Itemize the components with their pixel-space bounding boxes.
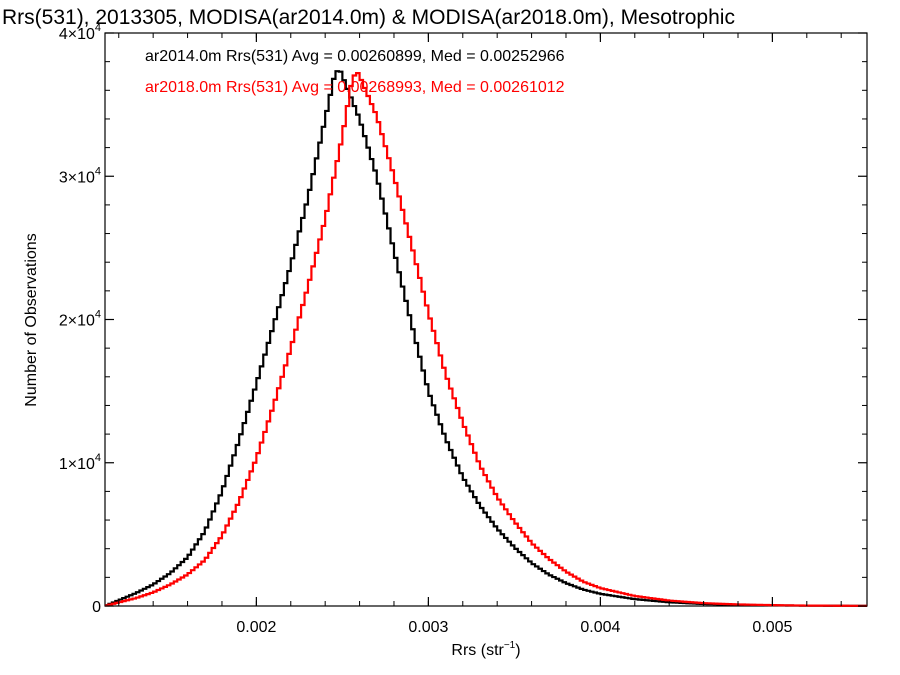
legend-entry-ar2014: ar2014.0m Rrs(531) Avg = 0.00260899, Med… bbox=[145, 48, 565, 65]
x-tick-label: 0.005 bbox=[752, 619, 792, 636]
y-tick-label: 2×104 bbox=[59, 309, 101, 330]
y-axis: 0 1×104 2×104 3×104 4×104 bbox=[59, 22, 867, 616]
y-tick-label: 3×104 bbox=[59, 165, 101, 186]
x-axis: 0.002 0.003 0.004 0.005 bbox=[118, 33, 842, 636]
y-tick-label: 4×104 bbox=[59, 22, 101, 43]
x-axis-label: Rrs (str−1) bbox=[451, 640, 520, 659]
y-tick-label: 0 bbox=[92, 599, 101, 616]
x-tick-label: 0.004 bbox=[580, 619, 620, 636]
x-tick-label: 0.002 bbox=[236, 619, 276, 636]
y-tick-label: 1×104 bbox=[59, 452, 101, 473]
y-axis-label: Number of Observations bbox=[23, 233, 40, 406]
chart-title: Rrs(531), 2013305, MODISA(ar2014.0m) & M… bbox=[2, 6, 735, 29]
x-tick-label: 0.003 bbox=[408, 619, 448, 636]
legend-entry-ar2018: ar2018.0m Rrs(531) Avg = 0.00268993, Med… bbox=[145, 79, 565, 96]
